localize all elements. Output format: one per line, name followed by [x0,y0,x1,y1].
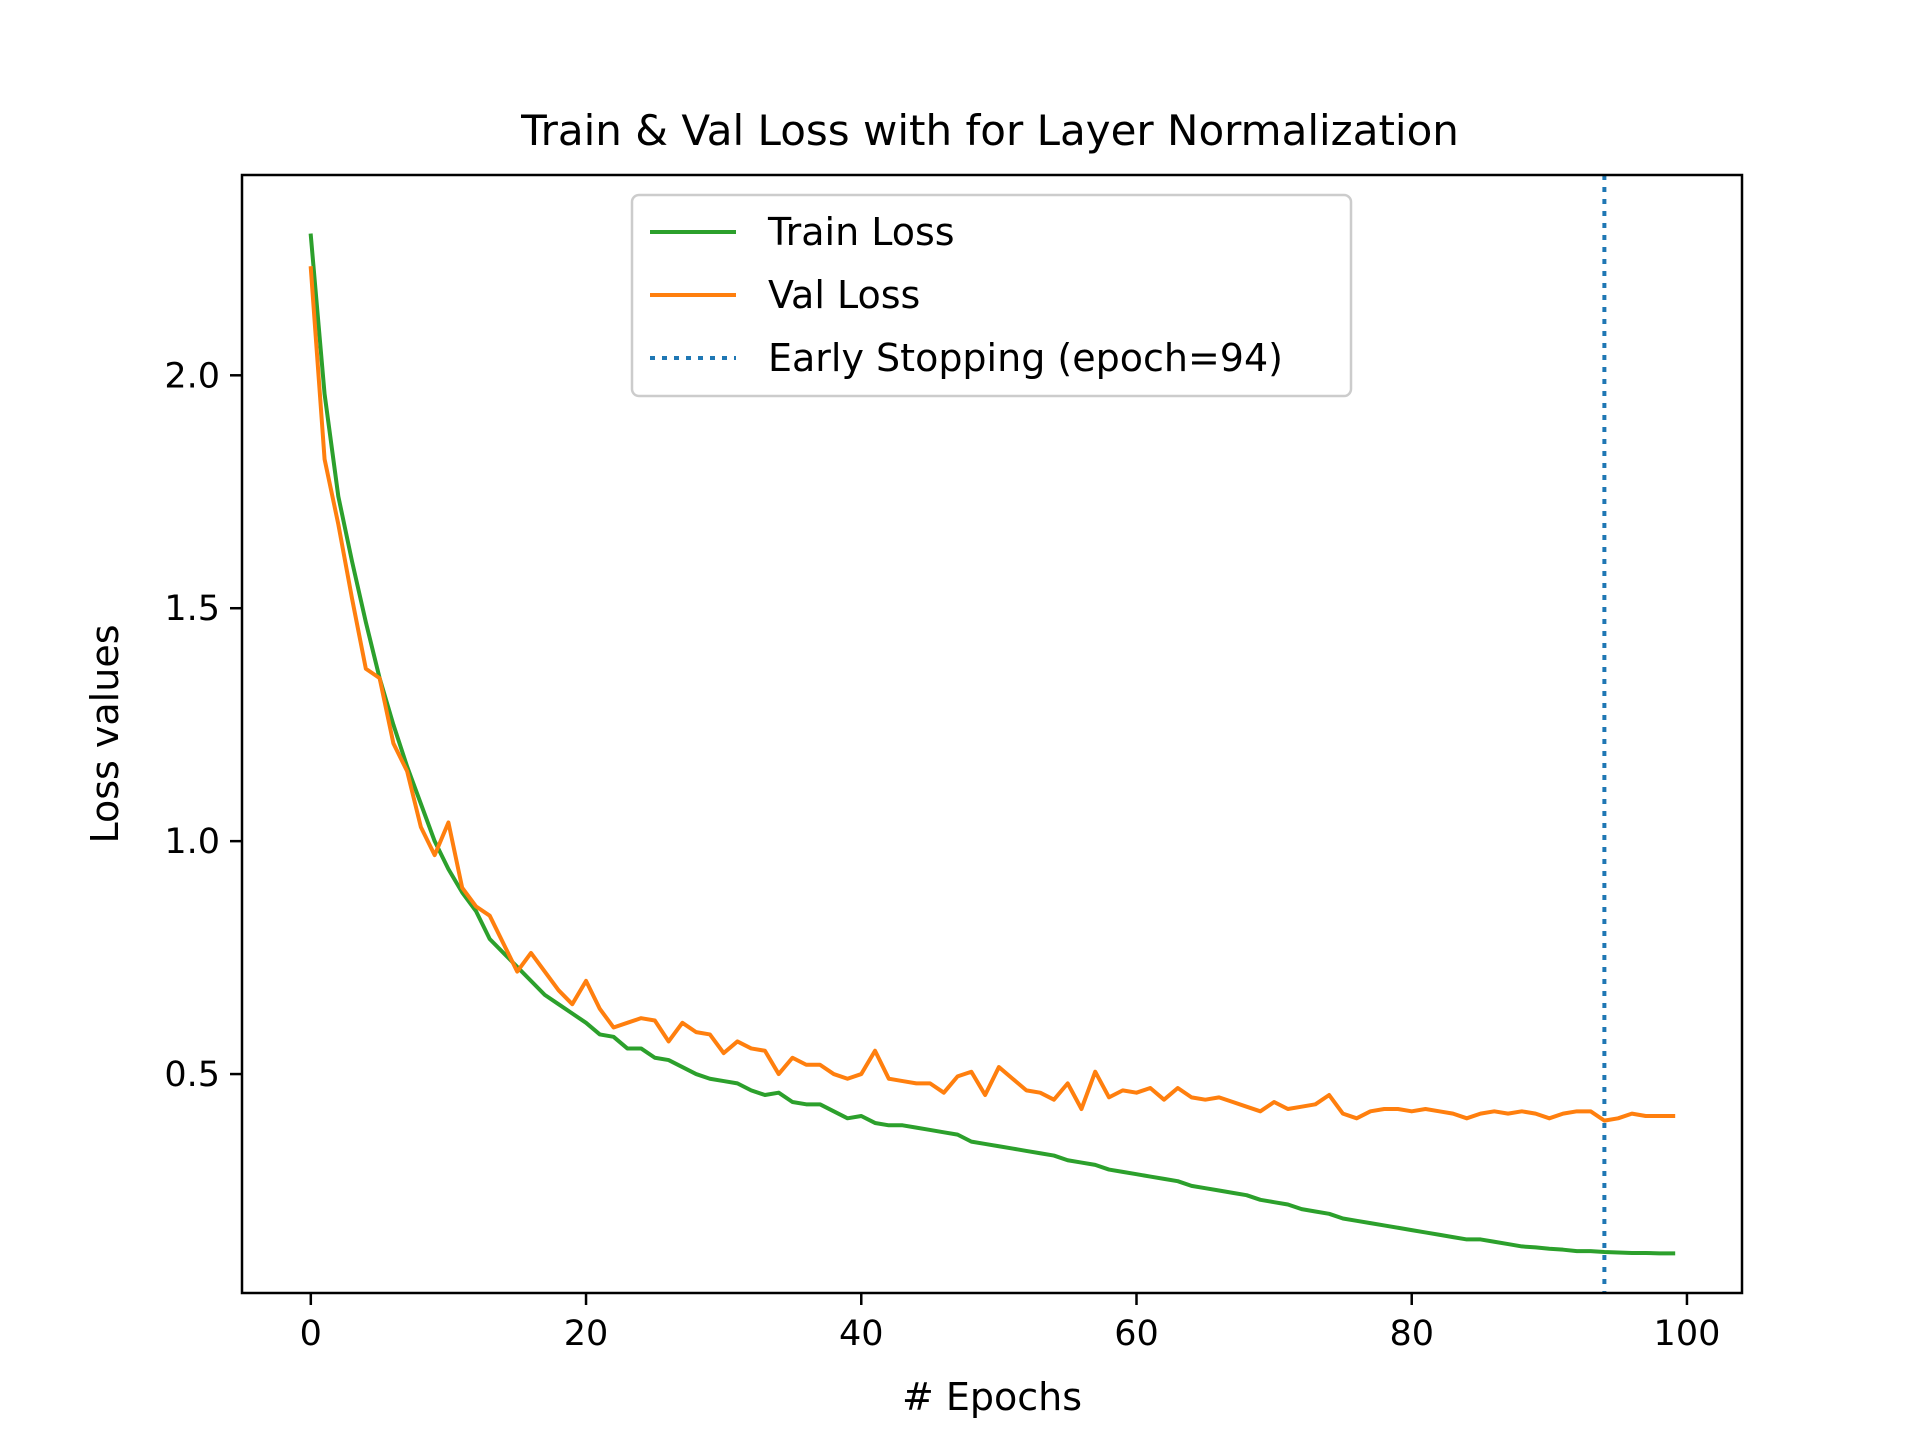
plot-area [240,173,1744,1295]
legend-label: Val Loss [768,273,920,317]
y-tick-label: 2.0 [164,356,220,396]
legend-box [630,193,1353,398]
legend-entries: Train Loss Val Loss Early Stopping (epoch=… [650,210,1283,380]
series-line-val-loss [308,266,1676,1123]
y-axis: 0.5 1.0 1.5 2.0 [164,356,242,1095]
chart-title: Train & Val Loss with for Layer Normaliz… [520,106,1459,155]
legend: Train Loss Val Loss Early Stopping (epoch=… [630,193,1353,398]
y-tick-label: 1.5 [164,589,220,629]
plot-frame [240,173,1744,1295]
legend-label: Early Stopping (epoch=94) [768,336,1283,380]
x-tick-label: 40 [839,1314,884,1354]
y-axis-label: Loss values [83,624,127,843]
x-axis: 0 20 40 60 80 100 [300,1293,1721,1354]
series-layer [308,175,1676,1293]
y-tick-label: 1.0 [164,822,220,862]
x-tick-label: 80 [1389,1314,1434,1354]
legend-label: Train Loss [767,210,955,254]
y-tick-label: 0.5 [164,1055,220,1095]
x-axis-label: # Epochs [902,1375,1082,1419]
series-line-train-loss [308,233,1676,1256]
x-tick-label: 0 [300,1314,322,1354]
x-tick-label: 20 [564,1314,609,1354]
x-tick-label: 60 [1114,1314,1159,1354]
x-tick-label: 100 [1654,1314,1721,1354]
